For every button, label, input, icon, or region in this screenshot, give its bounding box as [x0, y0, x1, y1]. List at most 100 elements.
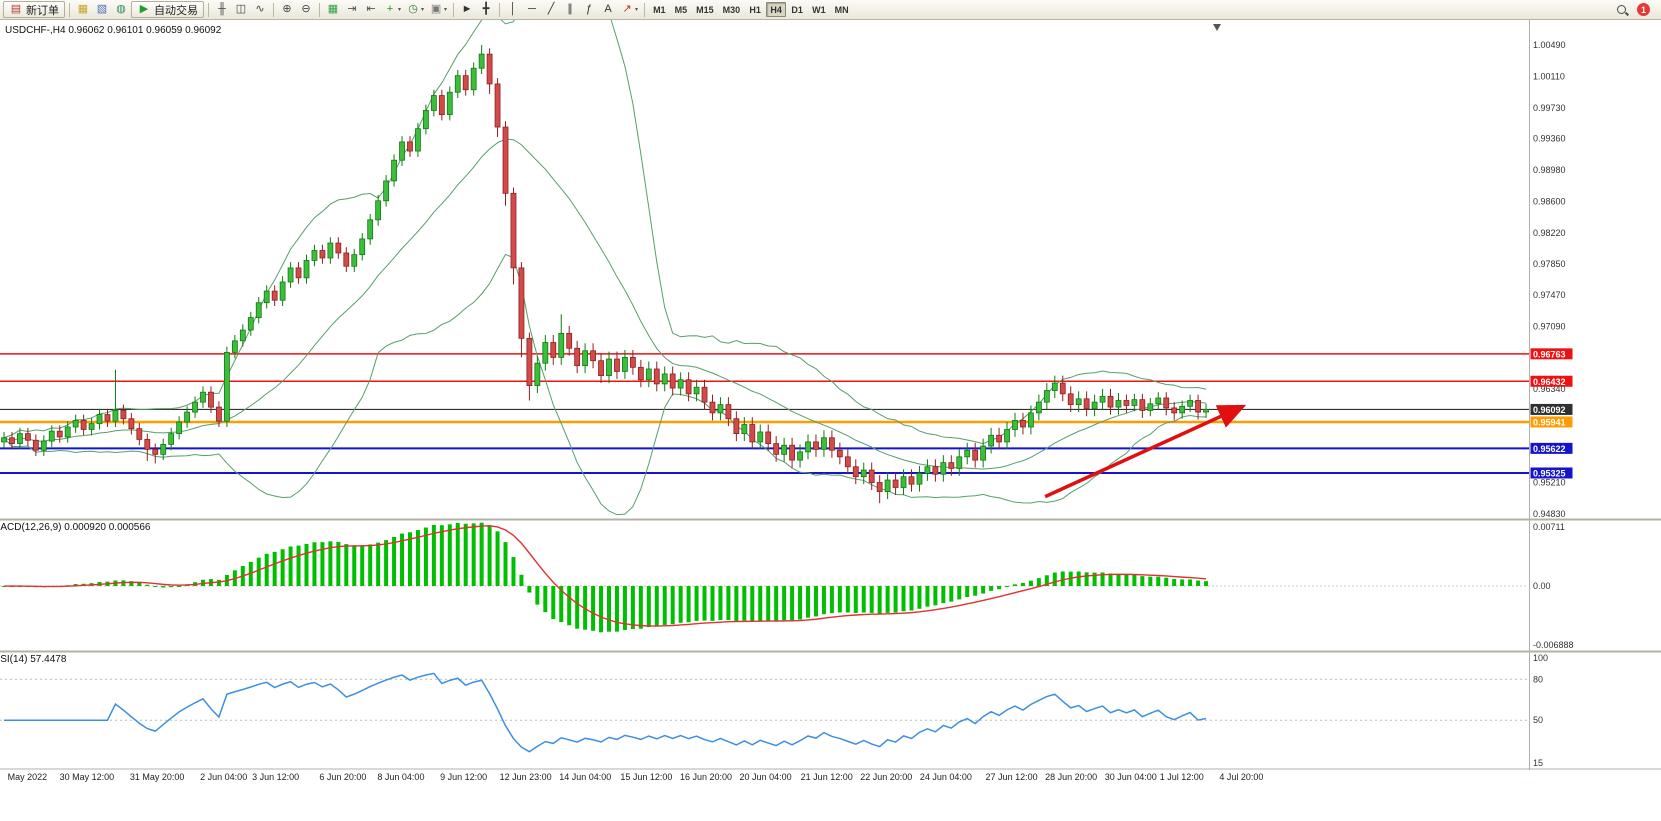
channel-icon[interactable]: ∥ [561, 1, 579, 18]
macd-bar [837, 586, 842, 613]
arrows-icon[interactable]: ↗ ▾ [618, 1, 640, 18]
tile-windows-icon-glyph: ▦ [327, 3, 339, 15]
macd-bar [981, 586, 986, 594]
timeframe-h4[interactable]: H4 [766, 2, 787, 17]
price-tick-label: 1.00490 [1533, 40, 1566, 50]
zoom-in-icon[interactable]: ⊕ [278, 1, 296, 18]
support-line-tag[interactable] [1530, 442, 1573, 454]
rsi-pane[interactable]: 100 80 50 15 [0, 653, 1548, 768]
toolbar: ▤ 新订单 ▦ ▧ ◍ ▶ 自动交易 ╫ ◫ ∿ ⊕ ⊖ ▦ ⇥ ⇤ + ▾ ◷ ▾ ▣ ▾ ► ╋ │ ─ ╱ ∥ ƒ A ↗ ▾ M1 M5… [0, 0, 1661, 20]
bull-candle [1155, 397, 1162, 405]
bull-candle [1051, 382, 1058, 391]
new-order-button[interactable]: ▤ 新订单 [3, 1, 65, 18]
indicators-icon[interactable]: + ▾ [381, 1, 403, 18]
chart-shift-icon[interactable]: ⇤ [362, 1, 380, 18]
periods-icon-caret[interactable]: ▾ [421, 7, 425, 13]
bull-candle [279, 281, 286, 301]
macd-bar [1132, 574, 1137, 587]
cursor-icon[interactable]: ► [458, 1, 476, 18]
templates-icon-caret[interactable]: ▾ [444, 7, 448, 13]
crosshair-icon[interactable]: ╋ [477, 1, 495, 18]
chart-canvas[interactable]: 1.00490 1.00110 0.99730 0.99360 0.98980 0.986… [0, 20, 1661, 821]
chart-shift-marker[interactable] [1213, 24, 1221, 31]
horizontal-line-icon[interactable]: ─ [523, 1, 541, 18]
timeframe-d1[interactable]: D1 [791, 4, 803, 15]
resistance-line-tag[interactable] [1530, 348, 1573, 360]
macd-bar [1084, 572, 1089, 587]
rsi-scale-label: 80 [1533, 674, 1543, 684]
bull-candle [1115, 400, 1122, 408]
timeframe-w1[interactable]: W1 [812, 4, 826, 15]
bull-candle [303, 260, 310, 279]
bull-candle [797, 451, 803, 461]
timeframe-m5[interactable]: M5 [674, 4, 688, 15]
new-chart-icon[interactable]: ▦ [74, 1, 92, 18]
macd-bar [925, 586, 930, 607]
market-watch-icon[interactable]: ◍ [112, 1, 130, 18]
trend-arrow[interactable] [1044, 404, 1247, 499]
search-icon[interactable] [1615, 3, 1629, 17]
zoom-out-icon[interactable]: ⊖ [297, 1, 315, 18]
macd-pane[interactable]: 0.00711 0.00 -0.006888 [0, 522, 1574, 650]
bull-candle [582, 350, 589, 367]
bull-candle [900, 476, 907, 488]
bull-candle [112, 410, 119, 422]
macd-bar [607, 586, 611, 632]
bull-candle [391, 159, 397, 182]
macd-bar [177, 586, 182, 588]
macd-bar [790, 586, 795, 621]
bear-candle [868, 469, 875, 483]
bull-candle [40, 440, 47, 451]
bull-candle [64, 426, 71, 438]
macd-bar [1124, 574, 1129, 587]
price-axis[interactable]: 1.00490 1.00110 0.99730 0.99360 0.98980 0.986… [1530, 40, 1573, 519]
timeframe-m15[interactable]: M15 [696, 4, 714, 15]
macd-scale-bottom: -0.006888 [1533, 640, 1574, 650]
text-icon[interactable]: A [599, 1, 617, 18]
bull-candle [940, 462, 947, 475]
candlestick-chart-icon[interactable]: ◫ [232, 1, 250, 18]
timeframe-h1[interactable]: H1 [749, 4, 761, 15]
bear-candle [828, 437, 835, 451]
trendline-icon-glyph: ╱ [547, 3, 555, 15]
bear-candle [725, 404, 732, 420]
arrows-icon-caret[interactable]: ▾ [635, 7, 639, 13]
price-tick-label: 0.98980 [1533, 165, 1566, 175]
timeframe-mn[interactable]: MN [834, 4, 849, 15]
trendline-icon[interactable]: ╱ [542, 1, 560, 18]
macd-bar [1036, 578, 1041, 587]
pane-separator[interactable] [0, 518, 1661, 521]
line-chart-icon[interactable]: ∿ [251, 1, 269, 18]
support-line-tag[interactable] [1530, 467, 1573, 479]
bull-candle [805, 441, 811, 453]
timeframe-m1[interactable]: M1 [653, 4, 666, 15]
profiles-icon[interactable]: ▧ [93, 1, 111, 18]
bear-candle [1171, 407, 1178, 414]
templates-icon[interactable]: ▣ ▾ [427, 1, 449, 18]
bear-candle [614, 358, 620, 372]
resistance-line-tag[interactable] [1530, 375, 1573, 387]
macd-bar [893, 586, 898, 613]
periods-icon[interactable]: ◷ ▾ [404, 1, 426, 18]
bars-chart-icon[interactable]: ╫ [213, 1, 231, 18]
main-chart-pane[interactable] [0, 20, 1529, 516]
bear-candle [24, 433, 31, 441]
autotrading-button[interactable]: ▶ 自动交易 [131, 1, 204, 18]
new-order-icon: ▤ [10, 3, 22, 15]
time-axis[interactable]: May 2022 30 May 12:00 31 May 20:00 2 Jun 04… [8, 772, 1264, 782]
support-line-tag[interactable] [1530, 416, 1573, 428]
current-price-line-tag[interactable] [1530, 403, 1573, 415]
fibonacci-icon[interactable]: ƒ [580, 1, 598, 18]
timeframe-m30[interactable]: M30 [722, 4, 741, 15]
notifications-badge[interactable]: 1 [1637, 3, 1650, 16]
indicators-icon-caret[interactable]: ▾ [398, 7, 402, 13]
pane-separator[interactable] [0, 650, 1661, 653]
bull-candle [454, 75, 461, 93]
macd-bar [821, 586, 826, 615]
vertical-line-icon[interactable]: │ [504, 1, 522, 18]
templates-icon-glyph: ▣ [430, 3, 442, 15]
macd-bar [352, 545, 357, 587]
tile-windows-icon[interactable]: ▦ [324, 1, 342, 18]
auto-scroll-icon[interactable]: ⇥ [343, 1, 361, 18]
time-tick-label: May 2022 [8, 772, 48, 782]
